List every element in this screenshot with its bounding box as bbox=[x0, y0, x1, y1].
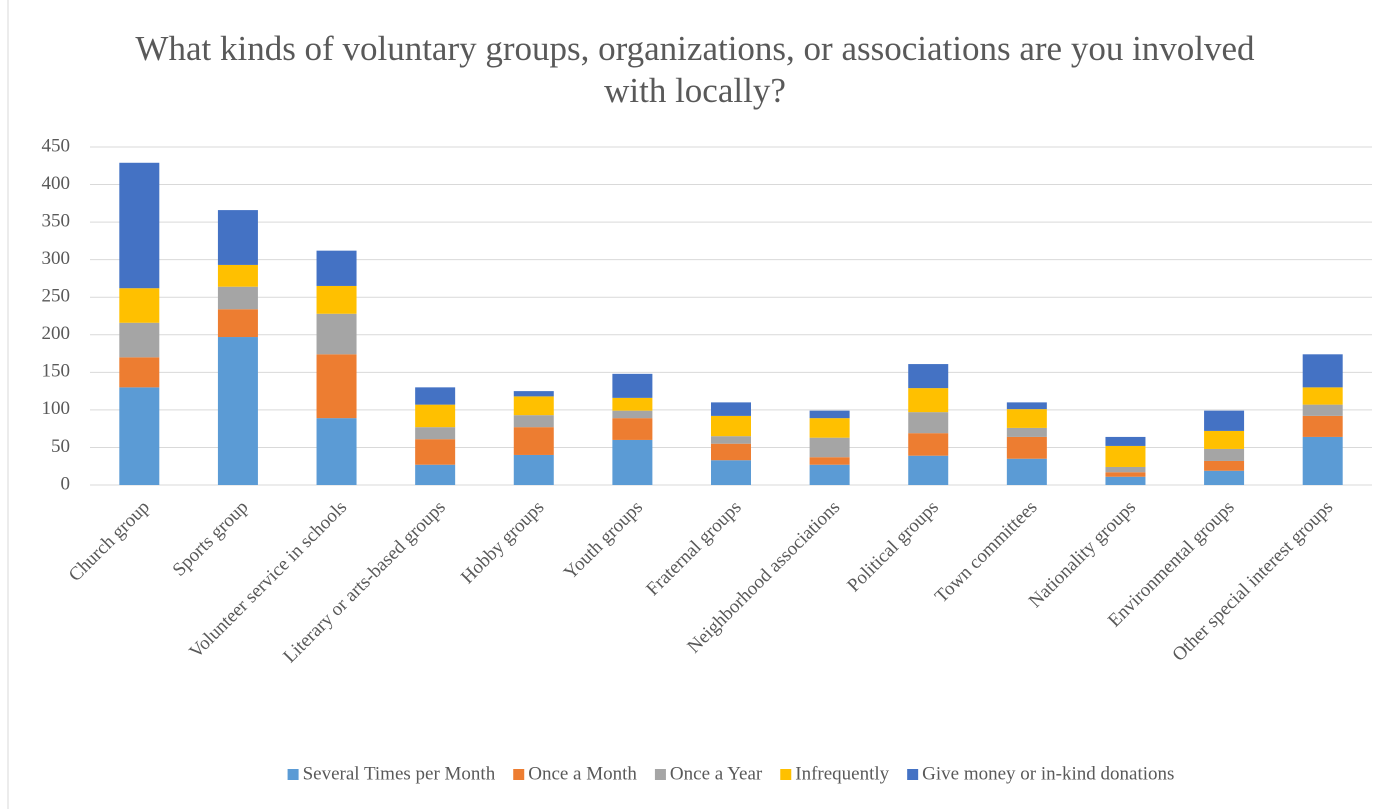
bar-segment bbox=[1204, 430, 1245, 449]
bar-segment bbox=[1006, 458, 1047, 485]
bar-segment bbox=[809, 418, 850, 438]
legend-swatch bbox=[780, 769, 792, 780]
y-tick-label: 400 bbox=[42, 173, 71, 194]
bar-segment bbox=[1006, 427, 1047, 437]
bar-segment bbox=[612, 418, 653, 440]
bar-segment bbox=[415, 404, 456, 428]
x-tick-label: Volunteer service in schools bbox=[185, 497, 351, 663]
x-tick-label: Nationality groups bbox=[1025, 497, 1140, 612]
y-tick-label: 250 bbox=[42, 286, 71, 307]
x-tick-label: Sports group bbox=[169, 497, 253, 581]
bar-segment bbox=[513, 396, 554, 416]
bar-segment bbox=[711, 443, 751, 461]
bar-segment bbox=[1006, 409, 1047, 428]
bar-segment bbox=[415, 427, 456, 440]
y-tick-label: 300 bbox=[42, 248, 71, 269]
legend-label: Several Times per Month bbox=[303, 763, 496, 784]
bar-segment bbox=[809, 457, 850, 465]
x-tick-label: Youth groups bbox=[560, 497, 647, 584]
bar-segment bbox=[119, 162, 160, 289]
bar-segment bbox=[217, 210, 258, 265]
bar-segment bbox=[1105, 436, 1146, 446]
bar-segment bbox=[316, 313, 357, 355]
chart-title: What kinds of voluntary groups, organiza… bbox=[135, 29, 1255, 110]
legend-label: Once a Year bbox=[670, 763, 763, 784]
bar-segment bbox=[217, 309, 258, 338]
bar-segment bbox=[809, 410, 850, 419]
bar-segment bbox=[1204, 460, 1245, 471]
x-tick-label: Other special interest groups bbox=[1168, 497, 1337, 666]
bar-segment bbox=[119, 387, 160, 485]
bar-segment bbox=[1302, 436, 1343, 485]
bar-segment bbox=[711, 402, 751, 416]
bar-segment bbox=[908, 455, 949, 485]
bar-segment bbox=[1105, 466, 1146, 473]
bar-segment bbox=[612, 439, 653, 485]
bar-segment bbox=[908, 412, 949, 434]
bar-segment bbox=[513, 427, 554, 455]
bar-segment bbox=[711, 415, 751, 437]
x-tick-label: Town committees bbox=[931, 497, 1042, 608]
y-tick-label: 200 bbox=[42, 323, 71, 344]
y-tick-label: 350 bbox=[42, 210, 71, 231]
bar-segment bbox=[316, 285, 357, 314]
bar-segment bbox=[119, 288, 160, 323]
x-tick-label: Political groups bbox=[843, 497, 943, 597]
x-tick-label: Church group bbox=[65, 497, 154, 586]
bar-segment bbox=[415, 439, 456, 465]
bar-segment bbox=[217, 337, 258, 485]
bar-segment bbox=[513, 415, 554, 428]
bar-segment bbox=[1204, 410, 1245, 431]
x-tick-label: Literary or arts-based groups bbox=[279, 497, 449, 667]
bar-segment bbox=[1302, 354, 1343, 388]
bar-segment bbox=[809, 464, 850, 485]
legend-swatch bbox=[287, 769, 299, 780]
y-tick-label: 0 bbox=[61, 473, 71, 494]
bar-segment bbox=[1302, 387, 1343, 405]
bar-segment bbox=[908, 433, 949, 456]
bar-segment bbox=[1105, 472, 1146, 477]
x-tick-label: Fraternal groups bbox=[642, 497, 745, 600]
bar-segment bbox=[612, 397, 653, 411]
bar-segment bbox=[415, 464, 456, 485]
bar-segment bbox=[119, 357, 160, 388]
bar-segment bbox=[1204, 448, 1245, 461]
bar-segment bbox=[316, 418, 357, 485]
legend-label: Infrequently bbox=[795, 763, 889, 784]
y-tick-label: 100 bbox=[42, 398, 71, 419]
bar-segment bbox=[217, 286, 258, 310]
bar-segment bbox=[1302, 404, 1343, 416]
bar-segment bbox=[513, 391, 554, 397]
bar-segment bbox=[1302, 415, 1343, 437]
bar-segment bbox=[316, 250, 357, 286]
bar-segment bbox=[217, 264, 258, 287]
bar-segment bbox=[1006, 402, 1047, 410]
bar-segment bbox=[612, 410, 653, 419]
y-tick-label: 150 bbox=[42, 361, 71, 382]
legend-swatch bbox=[513, 769, 525, 780]
bar-segment bbox=[908, 388, 949, 413]
bar-segment bbox=[119, 322, 160, 358]
legend-swatch bbox=[907, 769, 919, 780]
y-tick-label: 50 bbox=[51, 436, 70, 457]
bar-segment bbox=[1006, 436, 1047, 459]
x-tick-label: Hobby groups bbox=[457, 497, 548, 588]
bar-segment bbox=[612, 373, 653, 398]
bar-segment bbox=[711, 460, 751, 485]
bar-segment bbox=[1204, 470, 1245, 485]
bar-segment bbox=[908, 364, 949, 389]
legend-swatch bbox=[654, 769, 666, 780]
legend-label: Give money or in-kind donations bbox=[922, 763, 1174, 784]
y-tick-label: 450 bbox=[42, 135, 71, 156]
bar-segment bbox=[1105, 445, 1146, 467]
bar-segment bbox=[1105, 476, 1146, 485]
legend-label: Once a Month bbox=[528, 763, 637, 784]
bar-segment bbox=[316, 354, 357, 419]
bar-segment bbox=[711, 436, 751, 444]
bar-segment bbox=[513, 454, 554, 485]
bar-segment bbox=[415, 387, 456, 405]
bar-segment bbox=[809, 437, 850, 458]
